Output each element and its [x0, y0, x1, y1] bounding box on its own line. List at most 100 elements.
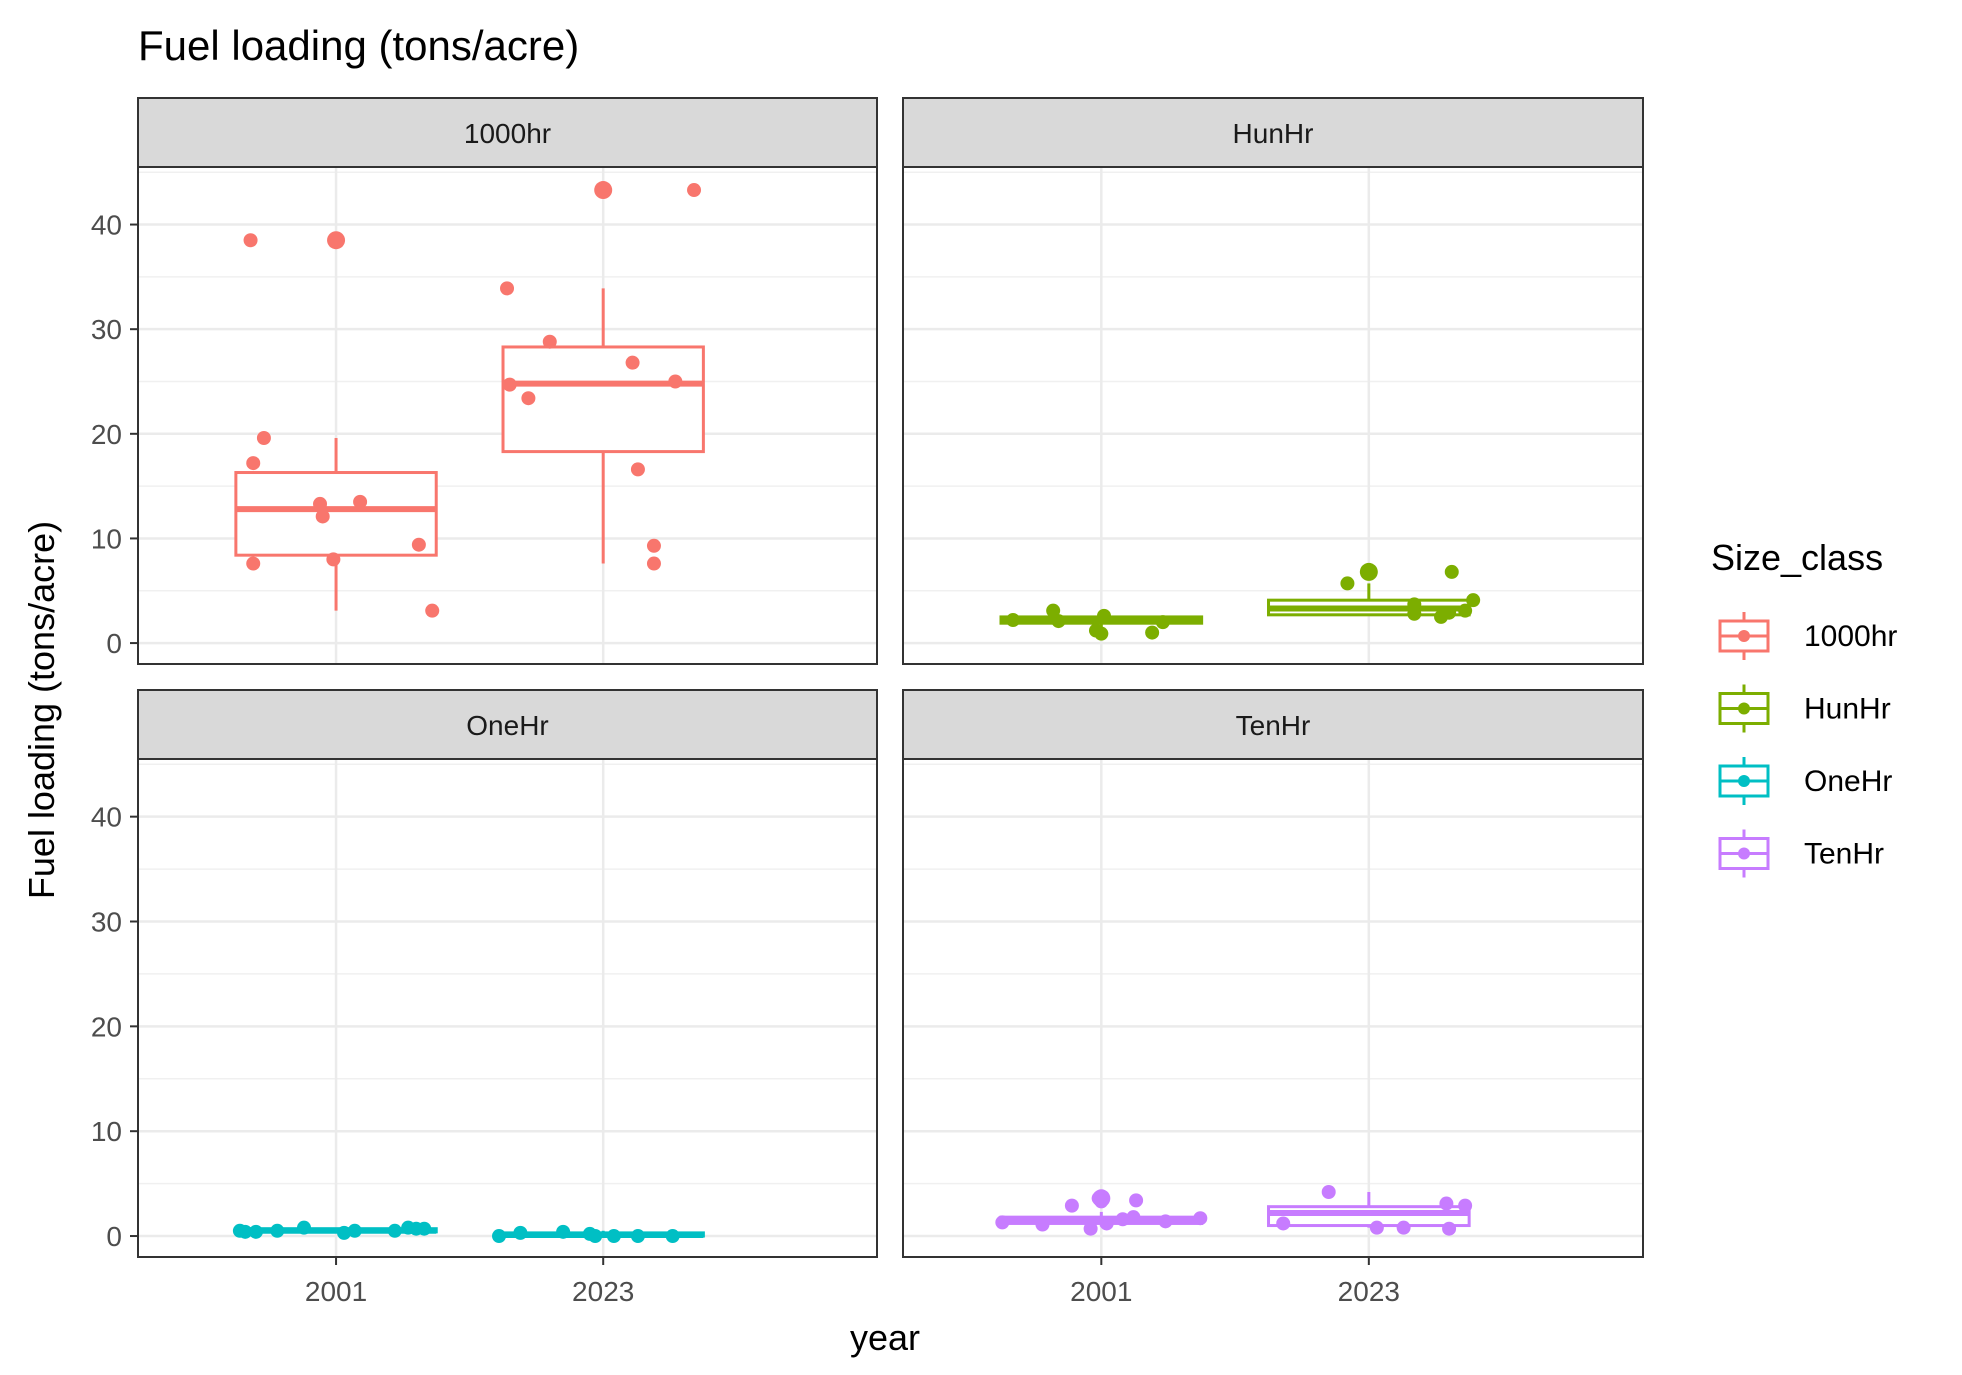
data-point [1369, 1220, 1384, 1235]
facets-layer: 1000hr 0 10 20 30 40 HunHr OneHr 0 10 20 30 40 2001 20… [91, 97, 1644, 1307]
panel-border [902, 166, 1644, 665]
data-point [256, 430, 271, 445]
legend-title: Size_class [1711, 537, 1883, 578]
data-point [1321, 1184, 1336, 1199]
data-point [1051, 614, 1066, 629]
box-iqr [234, 471, 438, 557]
data-point [1193, 1211, 1208, 1226]
data-point [353, 494, 368, 509]
boxplot-TenHr-2023 [1267, 1191, 1471, 1228]
data-point [665, 1229, 680, 1244]
outlier-point [327, 231, 346, 250]
data-point [1442, 1221, 1457, 1236]
panel-background [903, 759, 1643, 1257]
data-point [1442, 605, 1457, 620]
x-tick-label: 2023 [1338, 1276, 1400, 1307]
facet-strip [902, 97, 1644, 168]
data-point [1035, 1217, 1050, 1232]
legend-key-point [1738, 630, 1750, 642]
boxplot-1000hr-2001 [234, 231, 438, 611]
data-point [248, 1224, 263, 1239]
box-iqr [1267, 1205, 1471, 1228]
data-point [1458, 1198, 1473, 1213]
data-point [1276, 1216, 1291, 1231]
y-axis-title: Fuel loading (tons/acre) [21, 521, 62, 899]
x-tick-label: 2001 [305, 1276, 367, 1307]
y-tick-label: 0 [106, 628, 122, 659]
data-point [1439, 1196, 1454, 1211]
panel-background [138, 759, 877, 1257]
data-point [606, 1229, 621, 1244]
data-point [270, 1223, 285, 1238]
data-point [425, 603, 440, 618]
facet-panel-TenHr: TenHr 2001 2023 [902, 689, 1644, 1307]
data-point [556, 1224, 571, 1239]
data-point [1444, 564, 1459, 579]
legend-key-point [1738, 702, 1750, 715]
data-point [296, 1220, 311, 1235]
data-point [1155, 615, 1170, 630]
data-point [1407, 606, 1422, 621]
data-point [1094, 626, 1109, 641]
x-tick-label: 2001 [1070, 1276, 1132, 1307]
legend-entry-TenHr: TenHr [1718, 829, 1884, 878]
y-tick-label: 30 [91, 907, 122, 938]
data-point [521, 391, 536, 406]
panel-border [137, 166, 878, 665]
y-tick-label: 40 [91, 802, 122, 833]
legend-entry-OneHr: OneHr [1718, 757, 1892, 805]
data-point [1396, 1220, 1411, 1235]
data-point [417, 1221, 432, 1236]
y-tick-label: 0 [106, 1221, 122, 1252]
data-point [1466, 593, 1481, 608]
data-point [1145, 625, 1160, 640]
data-point [1064, 1198, 1079, 1213]
facet-strip-label: TenHr [1236, 710, 1311, 741]
data-point [1099, 1216, 1114, 1231]
panel-border [137, 758, 878, 1258]
data-point [246, 556, 261, 571]
data-point [326, 552, 341, 567]
data-point [1115, 1212, 1130, 1227]
data-point [1129, 1193, 1144, 1208]
data-point [1094, 1194, 1109, 1209]
panel-background [903, 167, 1643, 664]
legend-label: 1000hr [1804, 620, 1897, 653]
legend-key-point [1738, 775, 1750, 787]
data-point [1096, 608, 1111, 623]
data-point [492, 1229, 507, 1244]
data-point [313, 496, 328, 511]
facet-strip [137, 689, 878, 760]
facet-panel-1000hr: 1000hr 0 10 20 30 40 [91, 97, 878, 665]
data-point [238, 1224, 253, 1239]
data-point [337, 1225, 352, 1240]
y-tick-label: 20 [91, 1011, 122, 1042]
facet-strip-label: OneHr [466, 710, 548, 741]
y-tick-label: 20 [91, 419, 122, 450]
panel-border [902, 758, 1644, 1258]
outlier-point [594, 181, 613, 200]
outlier-point [1359, 562, 1378, 581]
y-tick-label: 40 [91, 210, 122, 241]
y-tick-label: 10 [91, 523, 122, 554]
y-tick-label: 30 [91, 314, 122, 345]
data-point [588, 1229, 603, 1244]
data-point [315, 509, 330, 524]
data-point [646, 556, 661, 571]
facet-strip-label: HunHr [1233, 118, 1314, 149]
legend-label: TenHr [1804, 838, 1884, 871]
facet-panel-OneHr: OneHr 0 10 20 30 40 2001 2023 [91, 689, 878, 1307]
data-point [542, 334, 557, 349]
data-point [500, 281, 515, 296]
legend-label: HunHr [1804, 693, 1891, 726]
data-point [347, 1223, 362, 1238]
facet-panel-HunHr: HunHr [902, 97, 1644, 665]
data-point [630, 1229, 645, 1244]
data-point [1158, 1214, 1173, 1229]
boxplot-1000hr-2023 [501, 181, 705, 564]
chart-title: Fuel loading (tons/acre) [138, 22, 579, 69]
data-point [502, 377, 517, 392]
legend-label: OneHr [1804, 765, 1892, 798]
legend: Size_class 1000hr HunHr OneHr TenHr [1711, 537, 1897, 878]
